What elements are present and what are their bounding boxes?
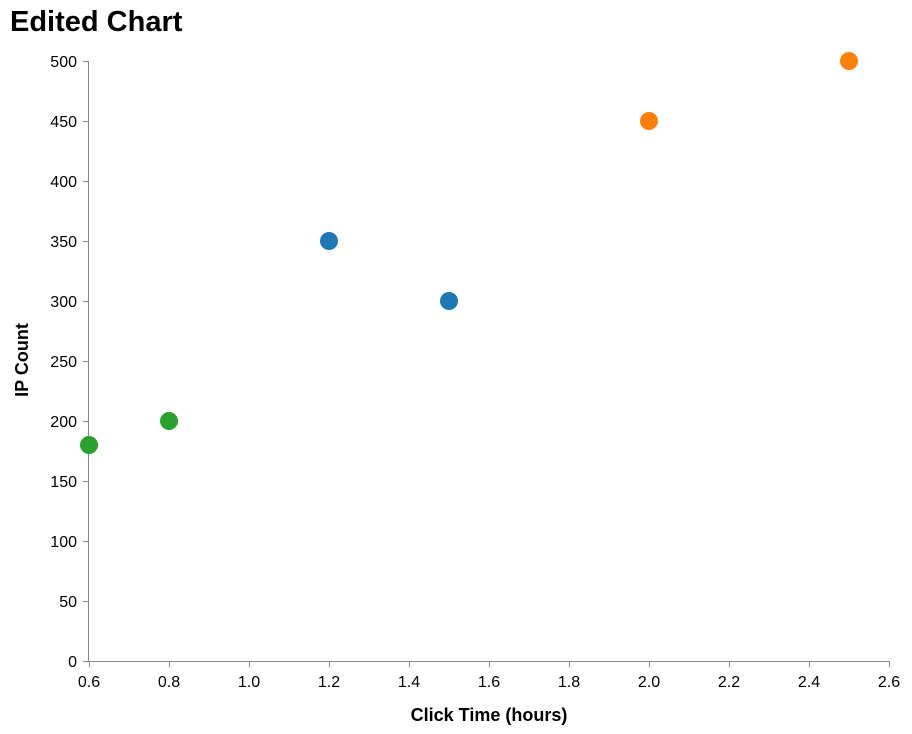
data-point [840,52,858,70]
x-tick-label: 2.6 [878,674,900,691]
chart-title: Edited Chart [10,6,183,38]
y-tick-label: 250 [50,354,77,371]
data-point [320,232,338,250]
x-axis: 0.6 0.8 1.0 1.2 1.4 1.6 1.8 2.0 2.2 2.4 2.6 [78,661,900,691]
y-axis-title: IP Count [12,323,32,397]
x-tick-label: 2.2 [718,674,740,691]
data-point [160,412,178,430]
x-tick-label: 1.4 [398,674,420,691]
y-tick-label: 500 [50,54,77,71]
x-tick-label: 0.6 [78,674,100,691]
x-axis-title: Click Time (hours) [411,705,568,725]
y-tick-label: 150 [50,474,77,491]
y-tick-label: 100 [50,534,77,551]
x-tick-label: 1.2 [318,674,340,691]
y-tick-label: 200 [50,414,77,431]
x-tick-label: 1.6 [478,674,500,691]
data-point [440,292,458,310]
y-tick-label: 300 [50,294,77,311]
y-tick-label: 350 [50,234,77,251]
x-tick-label: 0.8 [158,674,180,691]
y-axis: 0 50 100 150 200 250 300 350 400 450 500 [50,54,89,671]
x-tick-label: 1.8 [558,674,580,691]
x-tick-label: 1.0 [238,674,260,691]
y-tick-label: 50 [59,594,77,611]
x-tick-label: 2.0 [638,674,660,691]
y-tick-label: 400 [50,174,77,191]
data-point [80,436,98,454]
y-tick-label: 450 [50,114,77,131]
data-points [80,52,858,454]
data-point [640,112,658,130]
y-tick-label: 0 [68,654,77,671]
x-tick-label: 2.4 [798,674,820,691]
